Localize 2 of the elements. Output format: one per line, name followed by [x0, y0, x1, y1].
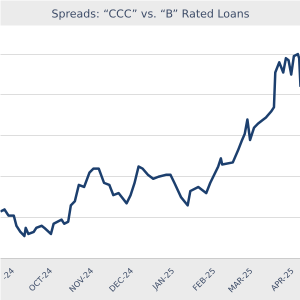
x-tick-label: -24: [0, 266, 16, 282]
chart-title: Spreads: “CCC” vs. “B” Rated Loans: [52, 8, 250, 20]
